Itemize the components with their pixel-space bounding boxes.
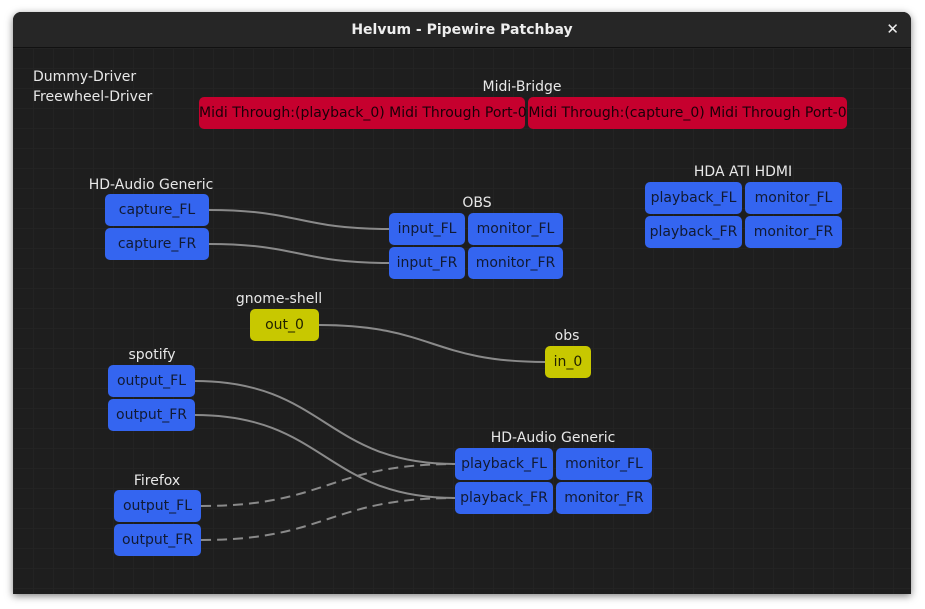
port-midi-playback[interactable]: Midi Through:(playback_0) Midi Through P… xyxy=(199,97,527,129)
node-title-firefox: Firefox xyxy=(133,473,181,489)
port-obs-input-fl[interactable]: input_FL xyxy=(389,213,465,245)
link-cap_fl-to-obs_in_fl xyxy=(208,209,390,230)
port-obs-input-fr[interactable]: input_FR xyxy=(389,247,465,279)
port-firefox-output-fr[interactable]: output_FR xyxy=(114,524,201,556)
port-monitor-fr[interactable]: monitor_FR xyxy=(556,482,652,514)
port-obs-monitor-fl[interactable]: monitor_FL xyxy=(468,213,563,245)
link-ff_fr-to-out_pb_fr xyxy=(200,497,456,541)
port-spotify-output-fr[interactable]: output_FR xyxy=(108,399,195,431)
port-obs-monitor-fr[interactable]: monitor_FR xyxy=(468,247,563,279)
link-gs_out-to-obs_vin xyxy=(318,324,546,363)
port-obs-video-in[interactable]: in_0 xyxy=(545,346,591,378)
node-title-obs: OBS xyxy=(462,195,492,211)
node-title-hd-audio-input: HD-Audio Generic xyxy=(88,177,214,193)
port-hdmi-playback-fr[interactable]: playback_FR xyxy=(645,216,742,248)
port-playback-fr[interactable]: playback_FR xyxy=(455,482,553,514)
link-ff_fl-to-out_pb_fl xyxy=(200,463,456,507)
link-sp_fl-to-out_pb_fl xyxy=(194,380,456,465)
port-playback-fl[interactable]: playback_FL xyxy=(455,448,553,480)
port-capture-fl[interactable]: capture_FL xyxy=(105,194,209,226)
node-freewheel-driver[interactable]: Freewheel-Driver xyxy=(33,89,153,105)
port-gnome-shell-out[interactable]: out_0 xyxy=(250,309,319,341)
node-title-spotify: spotify xyxy=(128,347,176,363)
node-title-obs-video: obs xyxy=(554,328,580,344)
close-icon[interactable]: ✕ xyxy=(886,20,899,38)
graph-canvas[interactable]: Dummy-Driver Freewheel-Driver Midi-Bridg… xyxy=(13,48,911,594)
titlebar: Helvum - Pipewire Patchbay ✕ xyxy=(13,12,911,48)
port-hdmi-monitor-fr[interactable]: monitor_FR xyxy=(745,216,842,248)
window-title: Helvum - Pipewire Patchbay xyxy=(351,22,573,38)
link-cap_fr-to-obs_in_fr xyxy=(208,243,390,264)
port-firefox-output-fl[interactable]: output_FL xyxy=(114,490,201,522)
port-spotify-output-fl[interactable]: output_FL xyxy=(108,365,195,397)
helvum-window: Helvum - Pipewire Patchbay ✕ Dummy-Drive… xyxy=(13,12,911,594)
node-dummy-driver[interactable]: Dummy-Driver xyxy=(33,69,137,85)
port-midi-capture[interactable]: Midi Through:(capture_0) Midi Through Po… xyxy=(528,97,847,129)
node-title-hdmi: HDA ATI HDMI xyxy=(693,164,793,180)
node-title-gnome-shell: gnome-shell xyxy=(235,291,323,307)
node-title-hd-audio-output: HD-Audio Generic xyxy=(490,430,616,446)
node-title-midi-bridge: Midi-Bridge xyxy=(482,79,562,95)
port-hdmi-playback-fl[interactable]: playback_FL xyxy=(645,182,742,214)
port-hdmi-monitor-fl[interactable]: monitor_FL xyxy=(745,182,842,214)
port-capture-fr[interactable]: capture_FR xyxy=(105,228,209,260)
links-layer xyxy=(194,209,546,541)
port-monitor-fl[interactable]: monitor_FL xyxy=(556,448,652,480)
link-sp_fr-to-out_pb_fr xyxy=(194,414,456,499)
